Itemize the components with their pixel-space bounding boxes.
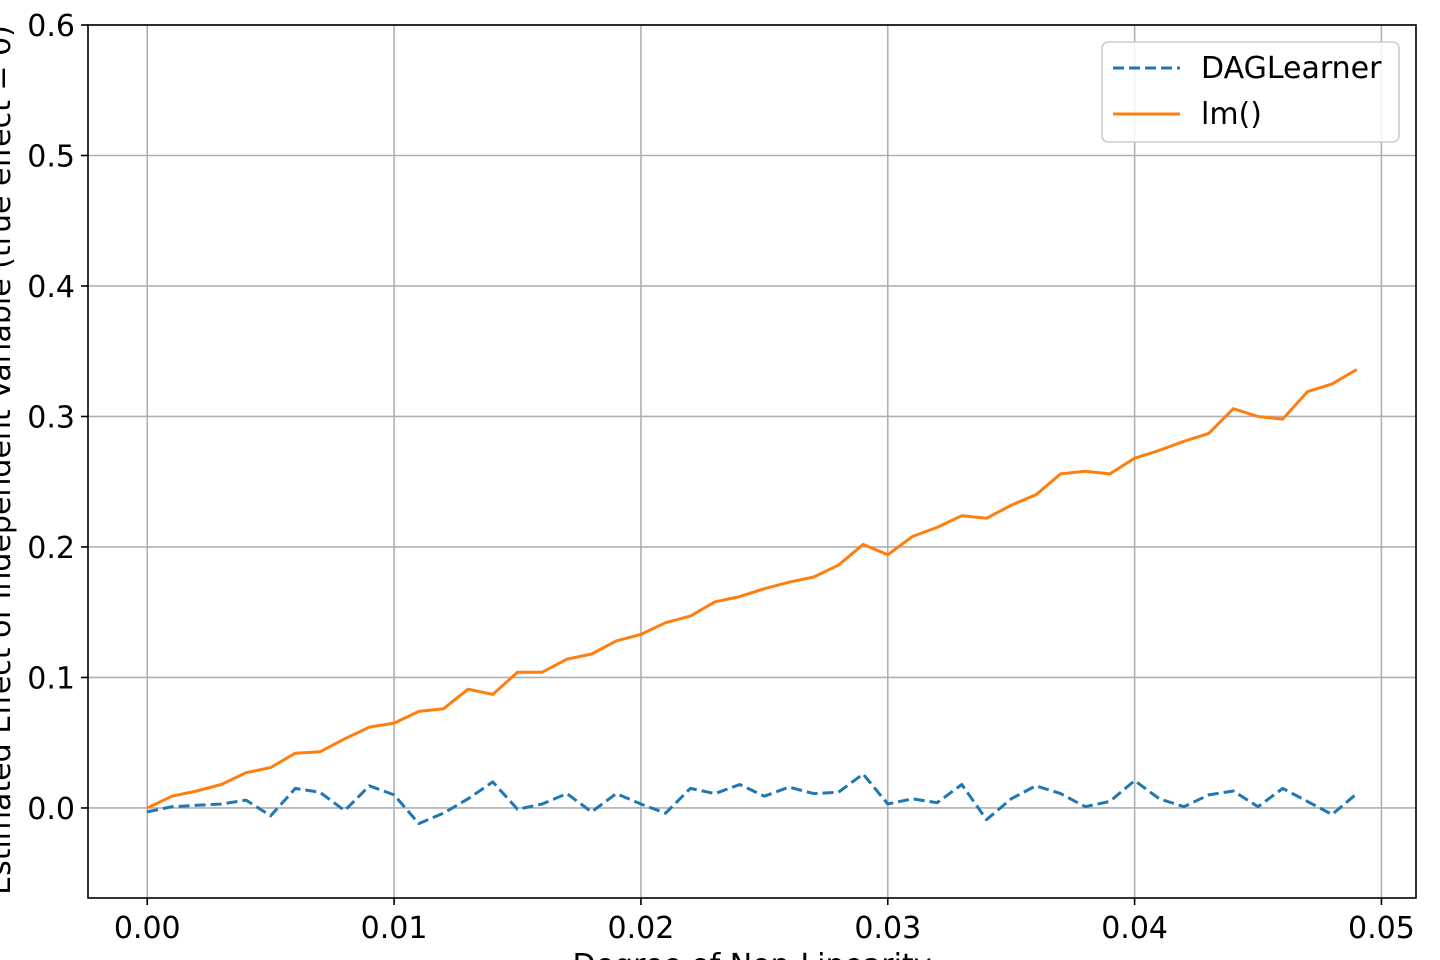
y-axis: 0.0 0.1 0.2 0.3 0.4 0.5 0.6 [27,9,88,827]
series-line-daglearner [146,772,1358,826]
y-tick-label: 0.6 [27,9,75,44]
legend-label-lm: lm() [1201,97,1262,132]
x-tick-label: 0.04 [1101,911,1168,946]
x-tick-label: 0.05 [1348,911,1415,946]
x-axis: 0.00 0.01 0.02 0.03 0.04 0.05 [114,898,1415,946]
x-tick-label: 0.00 [114,911,181,946]
x-tick-label: 0.03 [854,911,921,946]
x-axis-title: Degree of Non-Linearity [573,948,932,960]
legend: DAGLearner lm() [1101,41,1400,143]
plot-frame [87,24,1417,899]
x-tick-label: 0.02 [608,911,675,946]
grid [88,24,1416,898]
y-tick-label: 0.4 [27,270,75,305]
series-line-lm [146,368,1358,810]
series-lines [146,368,1358,826]
x-tick-label: 0.01 [361,911,428,946]
y-tick-label: 0.2 [27,531,75,566]
legend-box [1101,41,1400,143]
y-tick-label: 0.5 [27,139,75,174]
y-tick-label: 0.0 [27,792,75,827]
y-axis-title: Estimated Effect of Independent Variable… [0,25,18,895]
y-tick-label: 0.3 [27,400,75,435]
legend-label-daglearner: DAGLearner [1201,51,1382,86]
y-tick-label: 0.1 [27,661,75,696]
